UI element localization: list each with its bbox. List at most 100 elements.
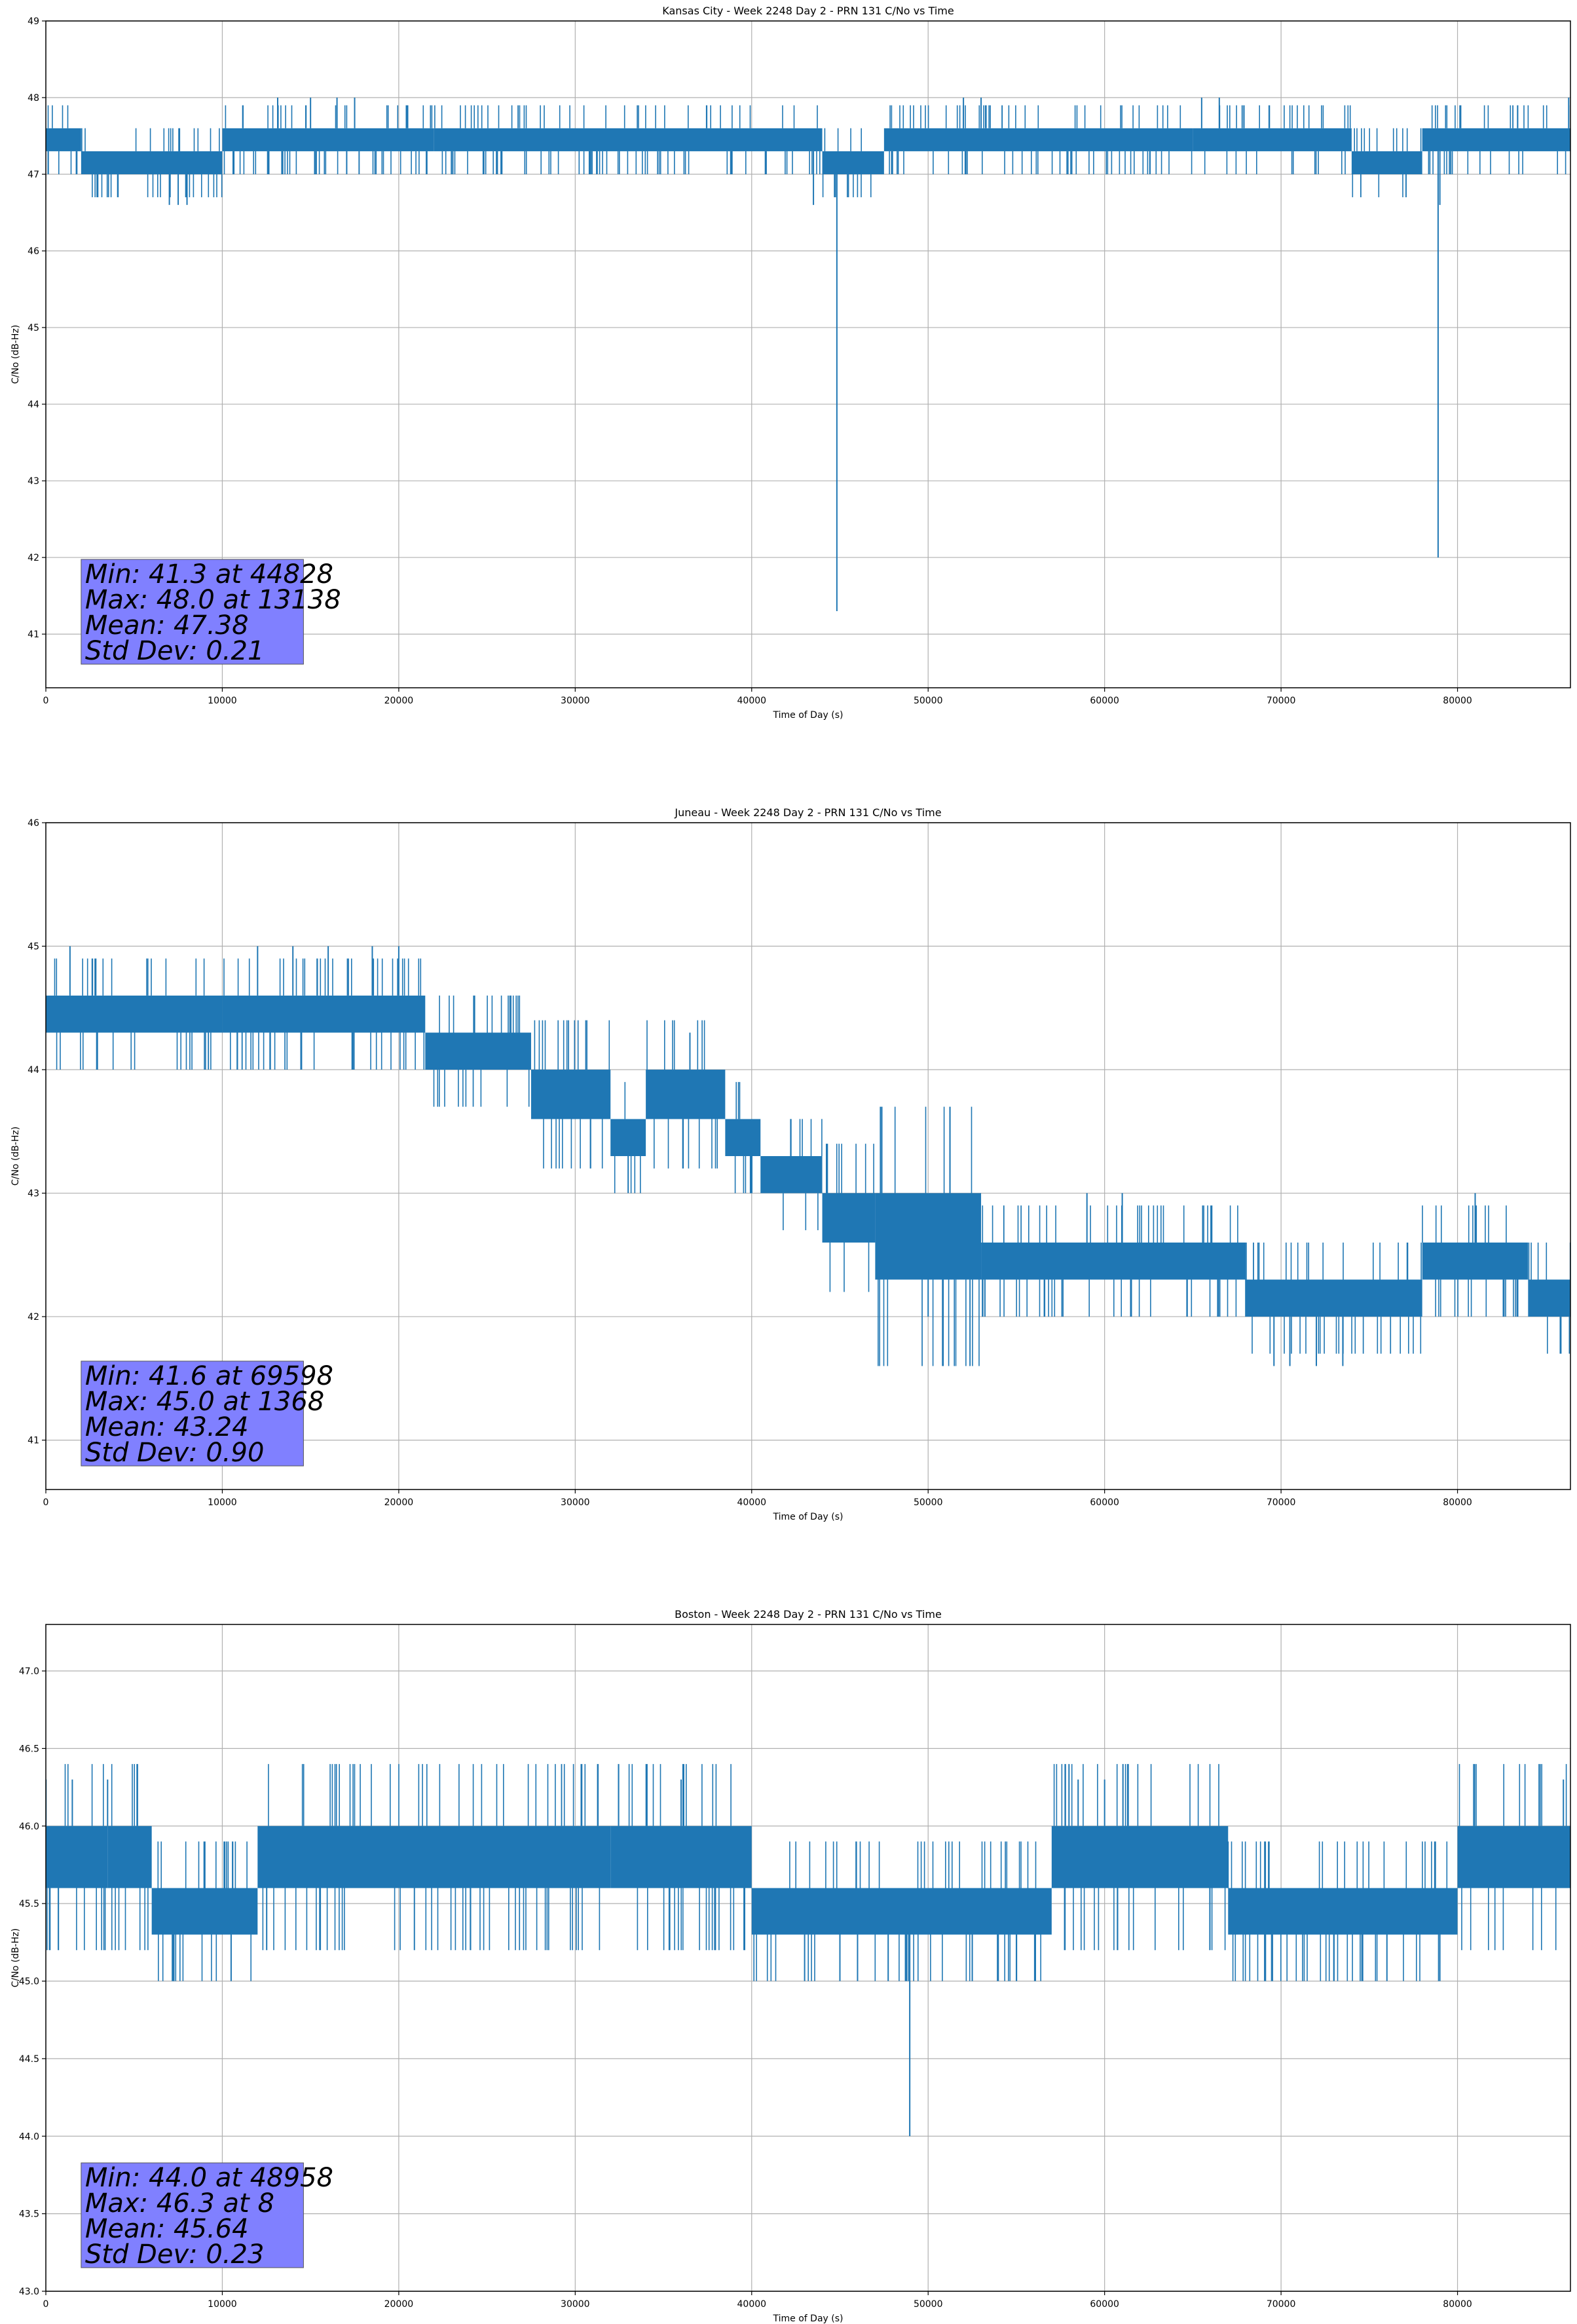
x-tick-label: 10000 bbox=[208, 2299, 237, 2310]
x-tick-label: 70000 bbox=[1267, 696, 1296, 706]
x-tick-label: 30000 bbox=[561, 2299, 590, 2310]
x-tick-label: 70000 bbox=[1267, 1497, 1296, 1508]
x-tick-label: 10000 bbox=[208, 696, 237, 706]
chart-title: Juneau - Week 2248 Day 2 - PRN 131 C/No … bbox=[674, 806, 941, 819]
signal-band bbox=[46, 1826, 108, 1888]
chart-svg: Boston - Week 2248 Day 2 - PRN 131 C/No … bbox=[10, 1608, 1571, 2324]
y-tick-label: 45 bbox=[28, 323, 39, 333]
stats-box bbox=[81, 2162, 304, 2268]
signal-band bbox=[610, 1119, 646, 1156]
signal-band bbox=[875, 1193, 982, 1280]
signal-band bbox=[822, 1193, 876, 1243]
x-tick-label: 50000 bbox=[914, 1497, 943, 1508]
x-tick-label: 10000 bbox=[208, 1497, 237, 1508]
signal-band bbox=[46, 128, 81, 151]
signal-band bbox=[646, 1070, 726, 1119]
stat-max: Max: 48.0 at 13138 bbox=[85, 585, 341, 615]
x-tick-label: 20000 bbox=[384, 1497, 414, 1508]
y-tick-label: 42 bbox=[28, 553, 39, 563]
signal-band bbox=[434, 128, 823, 151]
chart-2: Boston - Week 2248 Day 2 - PRN 131 C/No … bbox=[0, 1603, 1577, 2324]
x-tick-label: 30000 bbox=[561, 1497, 590, 1508]
chart-svg: Kansas City - Week 2248 Day 2 - PRN 131 … bbox=[10, 5, 1571, 721]
y-tick-label: 48 bbox=[28, 93, 39, 103]
signal-band bbox=[822, 151, 884, 175]
x-tick-label: 0 bbox=[43, 2299, 49, 2310]
y-tick-label: 46.0 bbox=[19, 1822, 39, 1832]
plot-frame bbox=[45, 20, 1571, 688]
y-axis-label: C/No (dB-Hz) bbox=[10, 325, 21, 384]
x-tick-label: 60000 bbox=[1090, 696, 1119, 706]
signal-band bbox=[1422, 128, 1570, 151]
y-tick-label: 45.0 bbox=[19, 1977, 39, 1987]
y-tick-label: 42 bbox=[28, 1312, 39, 1322]
signal-band bbox=[725, 1119, 761, 1156]
plot-frame bbox=[45, 822, 1571, 1490]
signal-band bbox=[257, 1826, 611, 1888]
signal-band bbox=[883, 128, 1193, 151]
stat-std: Std Dev: 0.23 bbox=[85, 2240, 265, 2270]
x-tick-label: 0 bbox=[43, 696, 49, 706]
chart-svg: Juneau - Week 2248 Day 2 - PRN 131 C/No … bbox=[10, 806, 1571, 1522]
stat-min: Min: 44.0 at 48958 bbox=[85, 2163, 333, 2193]
y-tick-label: 41 bbox=[28, 1436, 39, 1446]
y-tick-label: 47.0 bbox=[19, 1666, 39, 1677]
signal-band bbox=[760, 1156, 823, 1193]
signal-band bbox=[1528, 1279, 1570, 1317]
chart-title: Kansas City - Week 2248 Day 2 - PRN 131 … bbox=[662, 5, 954, 17]
stat-mean: Mean: 45.64 bbox=[85, 2214, 249, 2244]
signal-band bbox=[530, 1070, 611, 1119]
series-line bbox=[46, 98, 1570, 611]
signal-band bbox=[1246, 1279, 1422, 1317]
signal-band bbox=[1193, 128, 1352, 151]
y-tick-label: 43 bbox=[28, 1189, 39, 1199]
signal-band bbox=[425, 1032, 531, 1070]
stat-max: Max: 45.0 at 1368 bbox=[85, 1387, 324, 1417]
plot-frame bbox=[45, 1624, 1571, 2292]
x-tick-label: 20000 bbox=[384, 696, 414, 706]
stat-min: Min: 41.3 at 44828 bbox=[85, 559, 333, 590]
signal-band bbox=[222, 995, 426, 1033]
signal-excursions bbox=[46, 1764, 1567, 1981]
signal-band bbox=[981, 1242, 1246, 1280]
x-tick-label: 70000 bbox=[1267, 2299, 1296, 2310]
y-tick-label: 47 bbox=[28, 170, 39, 180]
x-tick-label: 60000 bbox=[1090, 2299, 1119, 2310]
y-tick-label: 43.0 bbox=[19, 2287, 39, 2297]
x-tick-label: 50000 bbox=[914, 2299, 943, 2310]
x-tick-label: 80000 bbox=[1443, 2299, 1472, 2310]
signal-band bbox=[1051, 1826, 1229, 1888]
stat-std: Std Dev: 0.90 bbox=[85, 1438, 265, 1468]
y-tick-label: 46.5 bbox=[19, 1744, 39, 1754]
x-tick-label: 50000 bbox=[914, 696, 943, 706]
y-tick-label: 43 bbox=[28, 476, 39, 487]
x-tick-label: 40000 bbox=[737, 2299, 767, 2310]
y-axis-label: C/No (dB-Hz) bbox=[10, 1127, 21, 1186]
chart-0: Kansas City - Week 2248 Day 2 - PRN 131 … bbox=[0, 0, 1577, 721]
y-tick-label: 45 bbox=[28, 942, 39, 952]
x-axis-label: Time of Day (s) bbox=[773, 710, 844, 721]
signal-band bbox=[107, 1826, 152, 1888]
signal-band bbox=[46, 995, 223, 1033]
y-tick-label: 44 bbox=[28, 1065, 39, 1076]
series-line bbox=[46, 946, 1570, 1366]
stats-box bbox=[81, 559, 304, 665]
x-axis-label: Time of Day (s) bbox=[773, 1512, 844, 1522]
x-tick-label: 60000 bbox=[1090, 1497, 1119, 1508]
y-tick-label: 44.0 bbox=[19, 2131, 39, 2142]
x-tick-label: 40000 bbox=[737, 696, 767, 706]
signal-band bbox=[81, 151, 223, 175]
y-axis-label: C/No (dB-Hz) bbox=[10, 1928, 21, 1987]
x-tick-label: 80000 bbox=[1443, 1497, 1472, 1508]
y-tick-label: 44.5 bbox=[19, 2054, 39, 2065]
signal-excursions bbox=[54, 958, 1570, 1366]
y-tick-label: 44 bbox=[28, 400, 39, 410]
x-axis-label: Time of Day (s) bbox=[773, 2314, 844, 2324]
y-tick-label: 45.5 bbox=[19, 1899, 39, 1909]
stat-std: Std Dev: 0.21 bbox=[85, 636, 265, 666]
x-tick-label: 0 bbox=[43, 1497, 49, 1508]
signal-band bbox=[1457, 1826, 1570, 1888]
signal-band bbox=[222, 128, 434, 151]
x-tick-label: 20000 bbox=[384, 2299, 414, 2310]
y-tick-label: 46 bbox=[28, 246, 39, 257]
